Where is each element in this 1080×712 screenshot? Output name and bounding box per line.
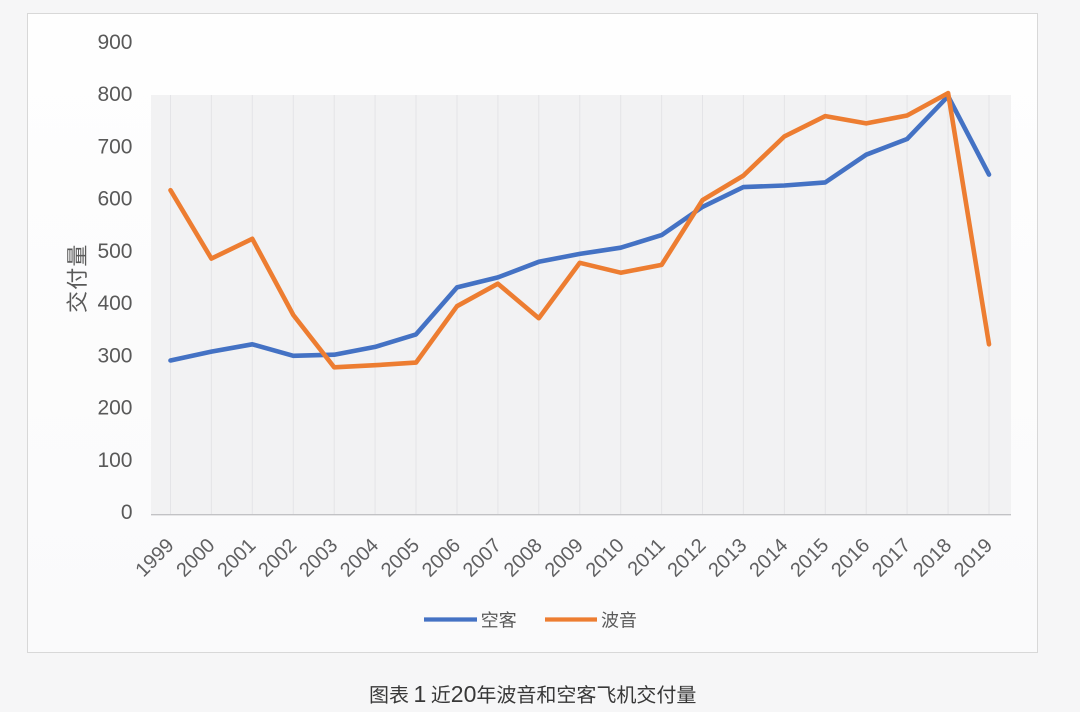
svg-text:200: 200: [97, 397, 132, 420]
svg-text:1: 1: [414, 681, 427, 707]
svg-text:300: 300: [97, 344, 132, 367]
svg-text:400: 400: [97, 292, 132, 315]
svg-text:800: 800: [97, 83, 132, 106]
svg-text:900: 900: [97, 31, 132, 54]
svg-text:500: 500: [97, 240, 132, 263]
svg-text:100: 100: [97, 449, 132, 472]
svg-text:600: 600: [97, 188, 132, 211]
svg-text:0: 0: [121, 501, 133, 524]
svg-text:700: 700: [97, 135, 132, 158]
svg-text:20: 20: [451, 681, 477, 707]
